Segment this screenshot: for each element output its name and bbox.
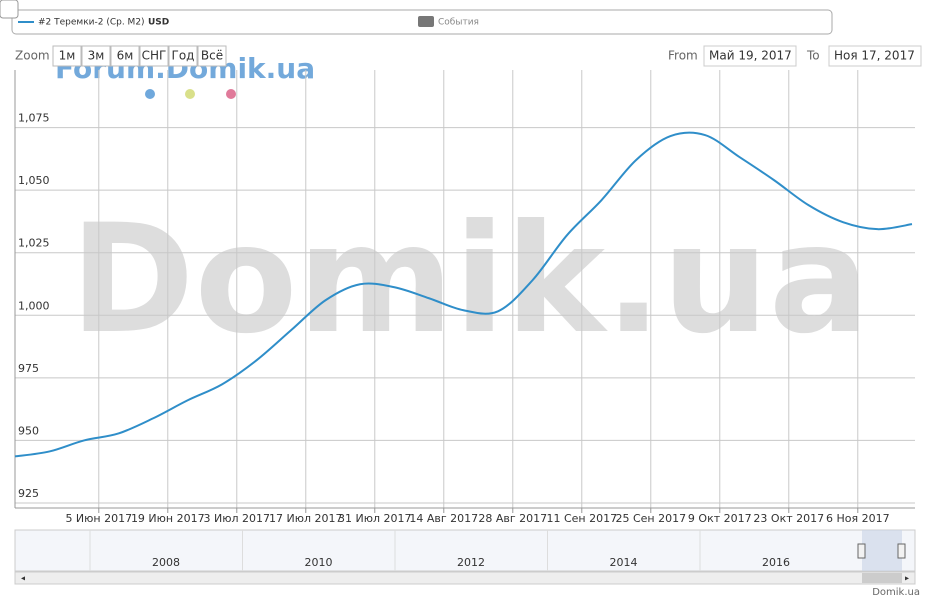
zoom-button-label[interactable]: 6м	[117, 49, 134, 63]
legend-unit: USD	[148, 18, 169, 28]
navigator-handle[interactable]	[857, 543, 866, 559]
zoom-button[interactable]	[168, 45, 198, 67]
zoom-button-label[interactable]: 1м	[59, 49, 76, 63]
y-tick-label: 1,075	[18, 112, 50, 125]
y-tick-label: 1,050	[18, 174, 50, 187]
navigator-window[interactable]	[862, 530, 902, 571]
x-tick-label: 9 Окт 2017	[688, 512, 752, 525]
zoom-button-label[interactable]: Год	[172, 49, 195, 63]
zoom-button[interactable]	[110, 45, 140, 67]
y-tick-label: 950	[18, 424, 39, 437]
y-tick-label: 925	[18, 487, 39, 500]
scrollbar[interactable]	[14, 571, 916, 585]
dot	[226, 89, 236, 99]
navigator-handle[interactable]	[897, 543, 906, 559]
x-tick-label: 11 Сен 2017	[546, 512, 617, 525]
series-line	[14, 131, 913, 458]
zoom-button-label[interactable]: 3м	[88, 49, 105, 63]
zoom-label: Zoom	[15, 49, 50, 63]
credit: Domik.ua	[872, 587, 920, 598]
to-input[interactable]	[828, 45, 922, 67]
navigator-label: 2012	[457, 556, 485, 569]
corner-widget[interactable]	[0, 0, 19, 19]
watermark: Domik.ua	[70, 193, 870, 367]
to-value[interactable]: Ноя 17, 2017	[834, 49, 915, 63]
zoom-button-label[interactable]: Всё	[201, 49, 223, 63]
legend-entry[interactable]: #2 Теремки-2 (Ср. М2)	[38, 18, 145, 28]
from-value[interactable]: Май 19, 2017	[709, 49, 792, 63]
dot	[145, 89, 155, 99]
x-tick-label: 14 Авг 2017	[409, 512, 478, 525]
x-tick-label: 5 Июн 2017	[65, 512, 132, 525]
to-label: To	[806, 49, 820, 63]
zoom-button[interactable]	[52, 45, 82, 67]
from-label: From	[668, 49, 698, 63]
scroll-right[interactable]: ▸	[905, 574, 909, 583]
x-tick-label: 23 Окт 2017	[753, 512, 824, 525]
scroll-left[interactable]: ◂	[21, 574, 25, 583]
zoom-button[interactable]	[81, 45, 111, 67]
x-tick-label: 3 Июл 2017	[204, 512, 271, 525]
dot	[185, 89, 195, 99]
navigator-label: 2008	[152, 556, 180, 569]
y-tick-label: 1,025	[18, 237, 50, 250]
from-input[interactable]	[703, 45, 797, 67]
x-tick-label: 31 Июл 2017	[338, 512, 412, 525]
zoom-button[interactable]	[139, 45, 169, 67]
x-tick-label: 25 Сен 2017	[615, 512, 686, 525]
events-swatch	[418, 16, 434, 27]
scrollbar-thumb[interactable]	[862, 573, 902, 583]
x-tick-label: 19 Июн 2017	[131, 512, 205, 525]
navigator-label: 2010	[305, 556, 333, 569]
y-tick-label: 975	[18, 362, 39, 375]
navigator-label: 2016	[762, 556, 790, 569]
x-tick-label: 28 Авг 2017	[478, 512, 547, 525]
x-tick-label: 17 Июл 2017	[269, 512, 343, 525]
events-legend[interactable]: События	[438, 18, 479, 28]
zoom-button[interactable]	[197, 45, 227, 67]
zoom-button-label[interactable]: СНГ	[142, 49, 167, 63]
y-tick-label: 1,000	[18, 299, 50, 312]
x-tick-label: 6 Ноя 2017	[826, 512, 890, 525]
navigator-label: 2014	[610, 556, 638, 569]
navigator[interactable]	[14, 529, 916, 572]
